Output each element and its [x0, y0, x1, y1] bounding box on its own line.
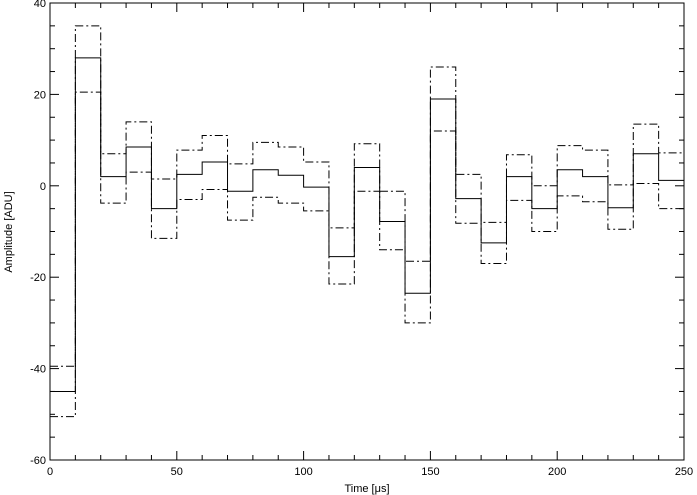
x-tick-label: 0 [47, 466, 53, 478]
x-tick-label: 150 [421, 466, 439, 478]
y-tick-label: 20 [34, 89, 46, 101]
y-axis-title: Amplitude [ADU] [3, 191, 15, 272]
y-tick-label: 0 [40, 181, 46, 193]
y-tick-label: 40 [34, 0, 46, 10]
y-tick-label: -20 [30, 272, 46, 284]
x-axis-title: Time [μs] [344, 483, 389, 495]
x-tick-label: 200 [548, 466, 566, 478]
tick-layer: 0 50 100 150 200 250 -60 -40 -20 0 20 40 [30, 0, 693, 478]
plot-frame [49, 2, 685, 461]
series-line-1 [50, 57, 684, 392]
x-tick-label: 50 [171, 466, 183, 478]
x-tick-label: 250 [675, 466, 693, 478]
series-line-3 [50, 91, 684, 367]
series-layer [50, 25, 684, 418]
series-line-2 [50, 25, 684, 418]
x-tick-label: 100 [294, 466, 312, 478]
y-tick-label: -40 [30, 364, 46, 376]
y-tick-label: -60 [30, 455, 46, 467]
